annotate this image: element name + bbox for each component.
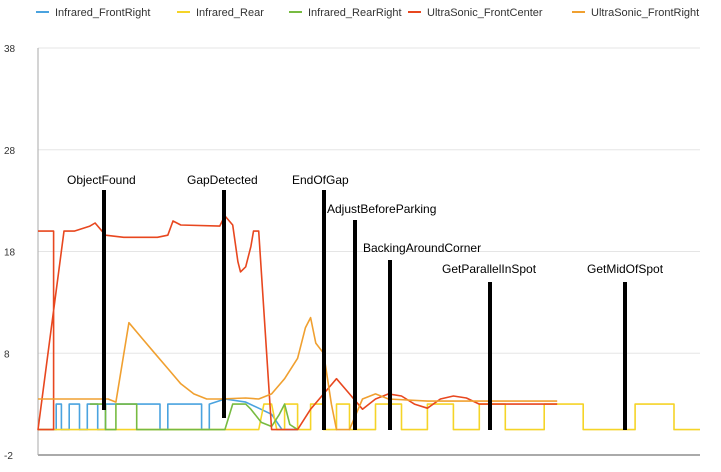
annotation-marker-3 [353,220,357,430]
y-tick-label-2: 18 [4,248,16,259]
series-line-2 [89,403,299,431]
legend: Infrared_FrontRight Infrared_Rear Infrared… [36,7,699,19]
y-tick-label-0: 38 [4,44,16,55]
series-line-0 [38,398,298,431]
legend-label-2[interactable]: Infrared_RearRight [308,7,402,19]
annotation-marker-2 [322,190,326,430]
grid [37,47,700,456]
y-axis-ticks: 38 28 18 8 -2 [4,44,16,462]
annotation-label-3: AdjustBeforeParking [327,202,436,216]
annotation-marker-6 [623,282,627,430]
y-tick-label-1: 28 [4,146,16,157]
y-tick-label-3: 8 [4,349,10,360]
annotation-marker-1 [222,190,226,418]
legend-label-4[interactable]: UltraSonic_FrontRight [591,7,699,19]
series-line-4 [38,316,558,431]
annotations: ObjectFound GapDetected EndOfGap AdjustBefo… [67,173,664,430]
annotation-label-1: GapDetected [187,173,258,187]
legend-label-1[interactable]: Infrared_Rear [196,7,264,19]
annotation-marker-4 [388,260,392,430]
annotation-label-5: GetParallelInSpot [442,262,537,276]
annotation-label-2: EndOfGap [292,173,349,187]
series-line-3 [37,215,558,431]
annotation-label-4: BackingAroundCorner [363,241,481,255]
legend-label-0[interactable]: Infrared_FrontRight [55,7,150,19]
annotation-label-6: GetMidOfSpot [587,262,664,276]
annotation-marker-5 [488,282,492,430]
annotation-marker-0 [102,190,106,410]
legend-label-3[interactable]: UltraSonic_FrontCenter [427,7,543,19]
y-tick-label-4: -2 [4,451,13,462]
annotation-label-0: ObjectFound [67,173,136,187]
